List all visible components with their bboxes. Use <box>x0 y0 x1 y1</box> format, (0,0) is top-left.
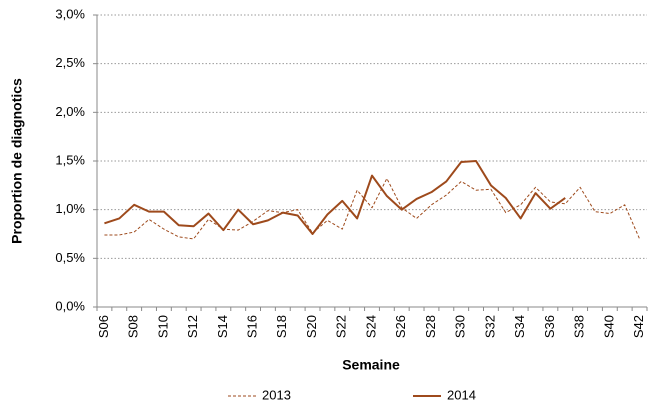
x-tick-label: S22 <box>334 315 349 338</box>
x-axis-title: Semaine <box>342 357 400 373</box>
x-tick-label: S06 <box>96 315 111 338</box>
x-tick-label: S34 <box>512 315 527 338</box>
x-tick-label: S12 <box>185 315 200 338</box>
y-axis-title: Proportion de diagnotics <box>9 78 25 244</box>
x-tick-label: S20 <box>304 315 319 338</box>
y-tick-label: 0,5% <box>55 250 85 265</box>
y-tick-label: 2,5% <box>55 55 85 70</box>
x-tick-label: S38 <box>572 315 587 338</box>
x-tick-label: S14 <box>215 315 230 338</box>
line-series <box>104 178 641 240</box>
x-tick-label: S32 <box>482 315 497 338</box>
x-tick-label: S30 <box>453 315 468 338</box>
legend-label: 2014 <box>447 387 476 402</box>
x-tick-label: S08 <box>126 315 141 338</box>
x-tick-label: S36 <box>542 315 557 338</box>
y-tick-label: 0,0% <box>55 298 85 313</box>
y-tick-label: 2,0% <box>55 104 85 119</box>
y-tick-label: 1,0% <box>55 201 85 216</box>
x-tick-label: S42 <box>631 315 646 338</box>
x-tick-label: S16 <box>245 315 260 338</box>
x-tick-label: S18 <box>274 315 289 338</box>
y-tick-label: 1,5% <box>55 152 85 167</box>
x-tick-label: S24 <box>363 315 378 338</box>
line-series <box>104 160 566 235</box>
legend-label: 2013 <box>262 387 291 402</box>
x-tick-label: S40 <box>601 315 616 338</box>
y-tick-label: 3,0% <box>55 6 85 21</box>
x-tick-label: S10 <box>155 315 170 338</box>
x-tick-label: S26 <box>393 315 408 338</box>
x-tick-label: S28 <box>423 315 438 338</box>
